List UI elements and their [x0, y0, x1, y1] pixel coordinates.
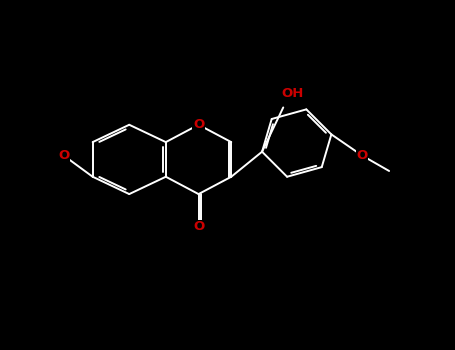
Text: O: O	[193, 220, 204, 233]
Text: O: O	[357, 149, 368, 162]
Text: O: O	[58, 149, 70, 162]
Text: OH: OH	[282, 88, 304, 100]
Text: O: O	[193, 118, 204, 131]
